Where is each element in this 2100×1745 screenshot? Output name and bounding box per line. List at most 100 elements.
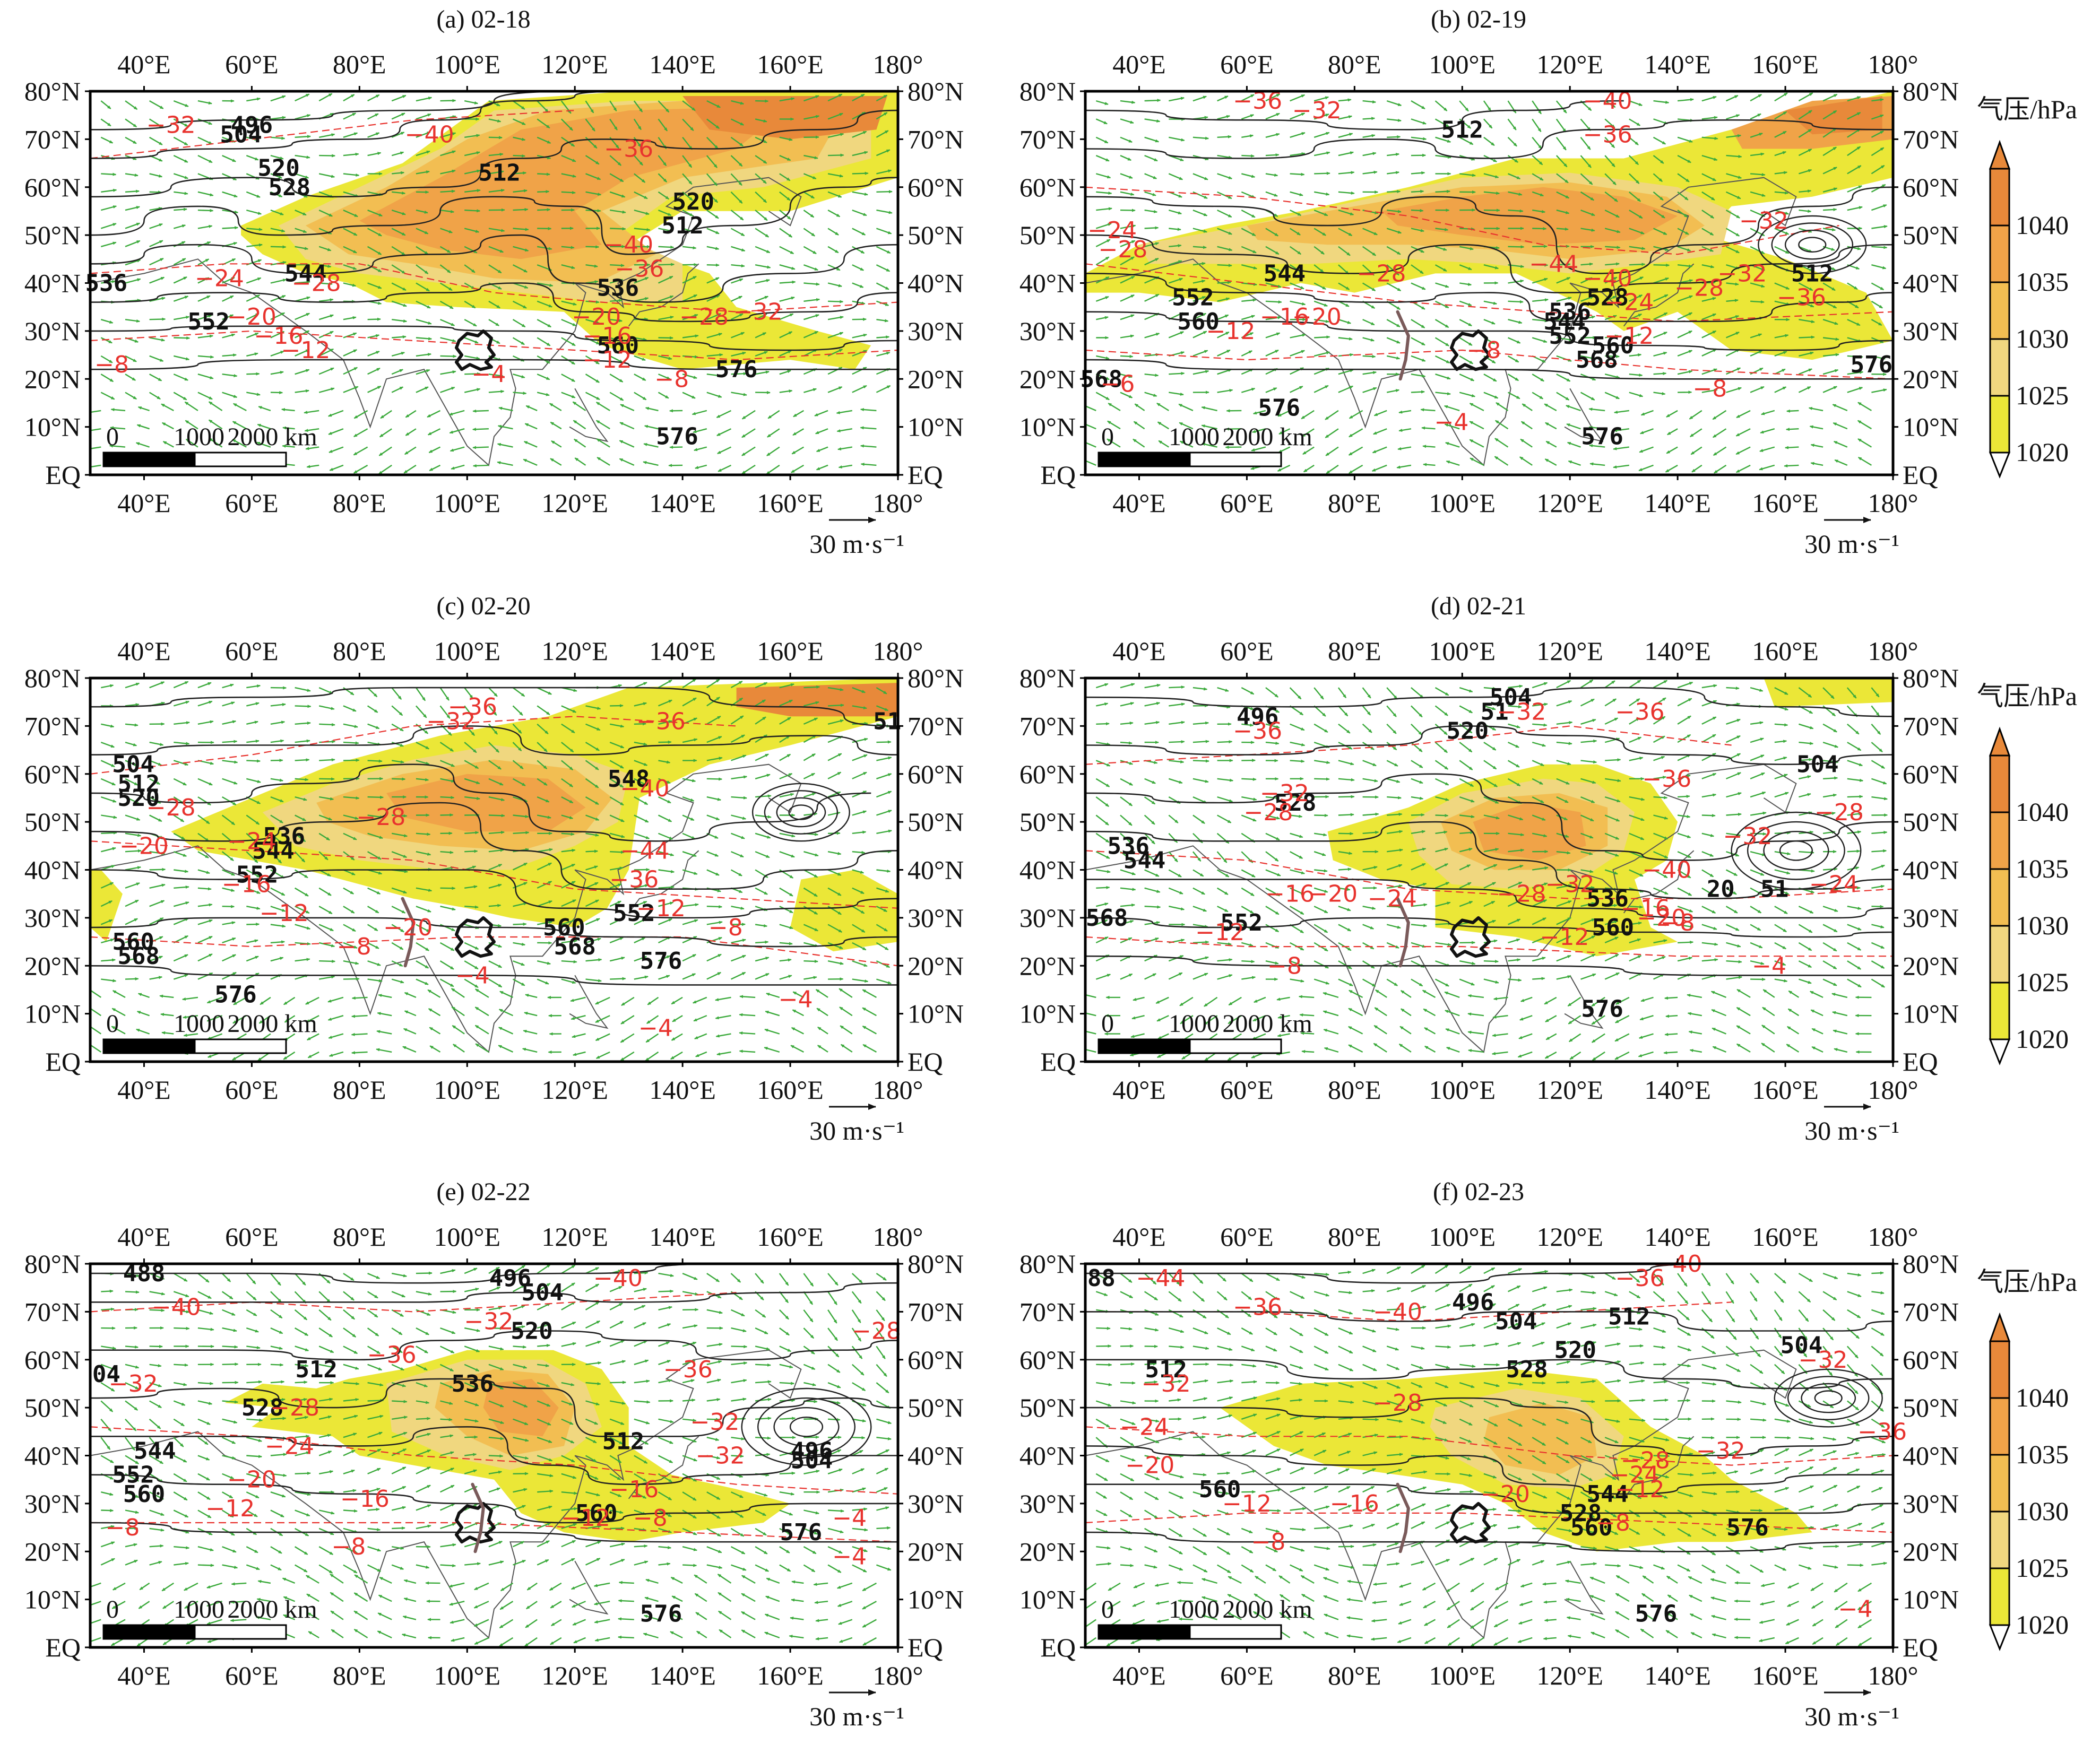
x-tick-label-bottom: 140°E bbox=[649, 1661, 716, 1690]
x-tick-label-top: 80°E bbox=[1328, 636, 1381, 666]
temperature-contour-label: −28 bbox=[1674, 275, 1724, 302]
y-tick-label-left: 10°N bbox=[24, 1585, 81, 1614]
temperature-contour-label: −28 bbox=[1357, 260, 1406, 287]
y-tick-label-left: 20°N bbox=[1019, 1536, 1076, 1566]
height-contour-label: 544 bbox=[134, 1438, 176, 1465]
temperature-contour-label: −8 bbox=[654, 366, 689, 393]
wind-vector bbox=[852, 173, 868, 174]
wind-vector bbox=[440, 1565, 456, 1566]
height-contour-label: 576 bbox=[214, 982, 256, 1009]
reference-vector-label: 30 m·s⁻¹ bbox=[809, 1701, 904, 1731]
height-contour-label: 552 bbox=[1549, 323, 1591, 350]
y-tick-label-left: 70°N bbox=[24, 711, 81, 741]
height-contour-label: 504 bbox=[220, 121, 262, 148]
wind-vector bbox=[610, 978, 625, 979]
y-tick-label-left: 10°N bbox=[1019, 412, 1076, 442]
wind-vector bbox=[125, 1291, 139, 1292]
height-contour-label: 528 bbox=[269, 174, 310, 201]
y-tick-label-left: 40°N bbox=[1019, 1441, 1076, 1471]
y-tick-label-left: 30°N bbox=[1019, 903, 1076, 933]
panel-title: (f) 02-23 bbox=[1433, 1178, 1524, 1206]
scale-bar-label: 2000 km bbox=[227, 1595, 317, 1624]
temperature-contour-label: −8 bbox=[332, 1533, 366, 1560]
wind-vector bbox=[1847, 1565, 1863, 1566]
temperature-contour-label: −12 bbox=[281, 337, 330, 364]
wind-vector bbox=[1145, 100, 1161, 101]
scale-bar-label: 1000 bbox=[174, 1010, 224, 1038]
temperature-contour-label: −24 bbox=[1809, 871, 1859, 898]
x-tick-label-top: 120°E bbox=[1536, 636, 1603, 666]
y-tick-label-right: 20°N bbox=[908, 951, 964, 980]
wind-vector bbox=[1241, 155, 1254, 156]
wind-vector bbox=[1508, 301, 1523, 302]
x-tick-label-bottom: 40°E bbox=[1112, 488, 1166, 518]
wind-vector bbox=[1605, 760, 1620, 761]
temperature-contour-label: −28 bbox=[1099, 236, 1148, 263]
x-tick-label-bottom: 120°E bbox=[541, 1075, 608, 1105]
x-tick-label-top: 100°E bbox=[434, 636, 500, 666]
x-tick-label-top: 60°E bbox=[1220, 49, 1274, 79]
wind-vector bbox=[1654, 1419, 1669, 1420]
temperature-contour-label: −20 bbox=[119, 832, 169, 860]
x-tick-label-top: 40°E bbox=[117, 1222, 171, 1252]
temperature-contour-label: −36 bbox=[1777, 284, 1826, 311]
x-tick-label-top: 40°E bbox=[1112, 636, 1166, 666]
x-tick-label-bottom: 80°E bbox=[333, 488, 386, 518]
x-tick-label-bottom: 120°E bbox=[1536, 488, 1603, 518]
temperature-contour-label: −24 bbox=[195, 265, 244, 292]
wind-vector bbox=[1423, 464, 1436, 465]
y-tick-label-left: EQ bbox=[1040, 1633, 1076, 1662]
temperature-contour-label: −4 bbox=[779, 986, 813, 1013]
x-tick-label-bottom: 120°E bbox=[1536, 1661, 1603, 1690]
x-tick-label-bottom: 180° bbox=[873, 488, 923, 518]
temperature-contour-label: −32 bbox=[1739, 207, 1788, 235]
temperature-contour-label: −4 bbox=[471, 361, 506, 388]
temperature-contour-label: −32 bbox=[1696, 1438, 1745, 1465]
scale-bar-label: 1000 bbox=[1169, 1010, 1220, 1038]
height-contour-label: 512 bbox=[1608, 1303, 1650, 1330]
y-tick-label-left: 40°N bbox=[24, 855, 81, 885]
y-tick-label-left: 50°N bbox=[24, 1393, 81, 1422]
scale-bar-label: 0 bbox=[106, 423, 119, 451]
x-tick-label-top: 60°E bbox=[225, 1222, 279, 1252]
x-tick-label-top: 120°E bbox=[541, 1222, 608, 1252]
height-contour-label: 512 bbox=[602, 1428, 644, 1455]
temperature-contour-label: −36 bbox=[367, 1342, 417, 1369]
x-tick-label-bottom: 180° bbox=[1868, 1661, 1918, 1690]
map-area bbox=[1082, 91, 1893, 475]
y-tick-label-right: 70°N bbox=[1903, 124, 1959, 154]
x-tick-label-top: 100°E bbox=[1429, 636, 1496, 666]
scale-bar-white bbox=[195, 1039, 286, 1053]
y-tick-label-left: 70°N bbox=[1019, 124, 1076, 154]
x-tick-label-top: 40°E bbox=[1112, 1222, 1166, 1252]
x-tick-label-bottom: 180° bbox=[873, 1661, 923, 1690]
temperature-contour-label: −36 bbox=[1583, 121, 1632, 148]
wind-vector bbox=[222, 1364, 238, 1365]
y-tick-label-right: EQ bbox=[908, 1047, 943, 1076]
wind-vector bbox=[1734, 1619, 1750, 1620]
wind-vector bbox=[352, 997, 368, 999]
panel-title: (b) 02-19 bbox=[1431, 5, 1526, 33]
wind-vector bbox=[513, 155, 525, 156]
x-tick-label-top: 160°E bbox=[757, 636, 824, 666]
y-tick-label-left: 10°N bbox=[1019, 999, 1076, 1029]
temperature-contour-label: −16 bbox=[1265, 881, 1315, 908]
wind-vector bbox=[1338, 869, 1351, 870]
wind-vector bbox=[731, 1346, 747, 1347]
wind-vector bbox=[1217, 282, 1231, 283]
wind-vector bbox=[707, 906, 722, 907]
wind-vector bbox=[828, 301, 843, 302]
wind-vector bbox=[392, 1401, 407, 1402]
wind-vector bbox=[1678, 942, 1693, 943]
reference-vector: 30 m·s⁻¹ bbox=[1804, 520, 1899, 559]
height-contour-label: 504 bbox=[522, 1279, 564, 1306]
y-tick-label-left: 30°N bbox=[24, 1489, 81, 1518]
temperature-contour-label: −32 bbox=[1497, 698, 1546, 725]
temperature-contour-label: −28 bbox=[1373, 1390, 1422, 1417]
wind-vector bbox=[1411, 191, 1423, 192]
temperature-contour-label: −40 bbox=[405, 121, 454, 148]
x-tick-label-top: 180° bbox=[1868, 636, 1918, 666]
x-tick-label-bottom: 60°E bbox=[225, 1661, 279, 1690]
scale-bar-label: 2000 km bbox=[1222, 423, 1312, 451]
x-tick-label-top: 40°E bbox=[117, 636, 171, 666]
